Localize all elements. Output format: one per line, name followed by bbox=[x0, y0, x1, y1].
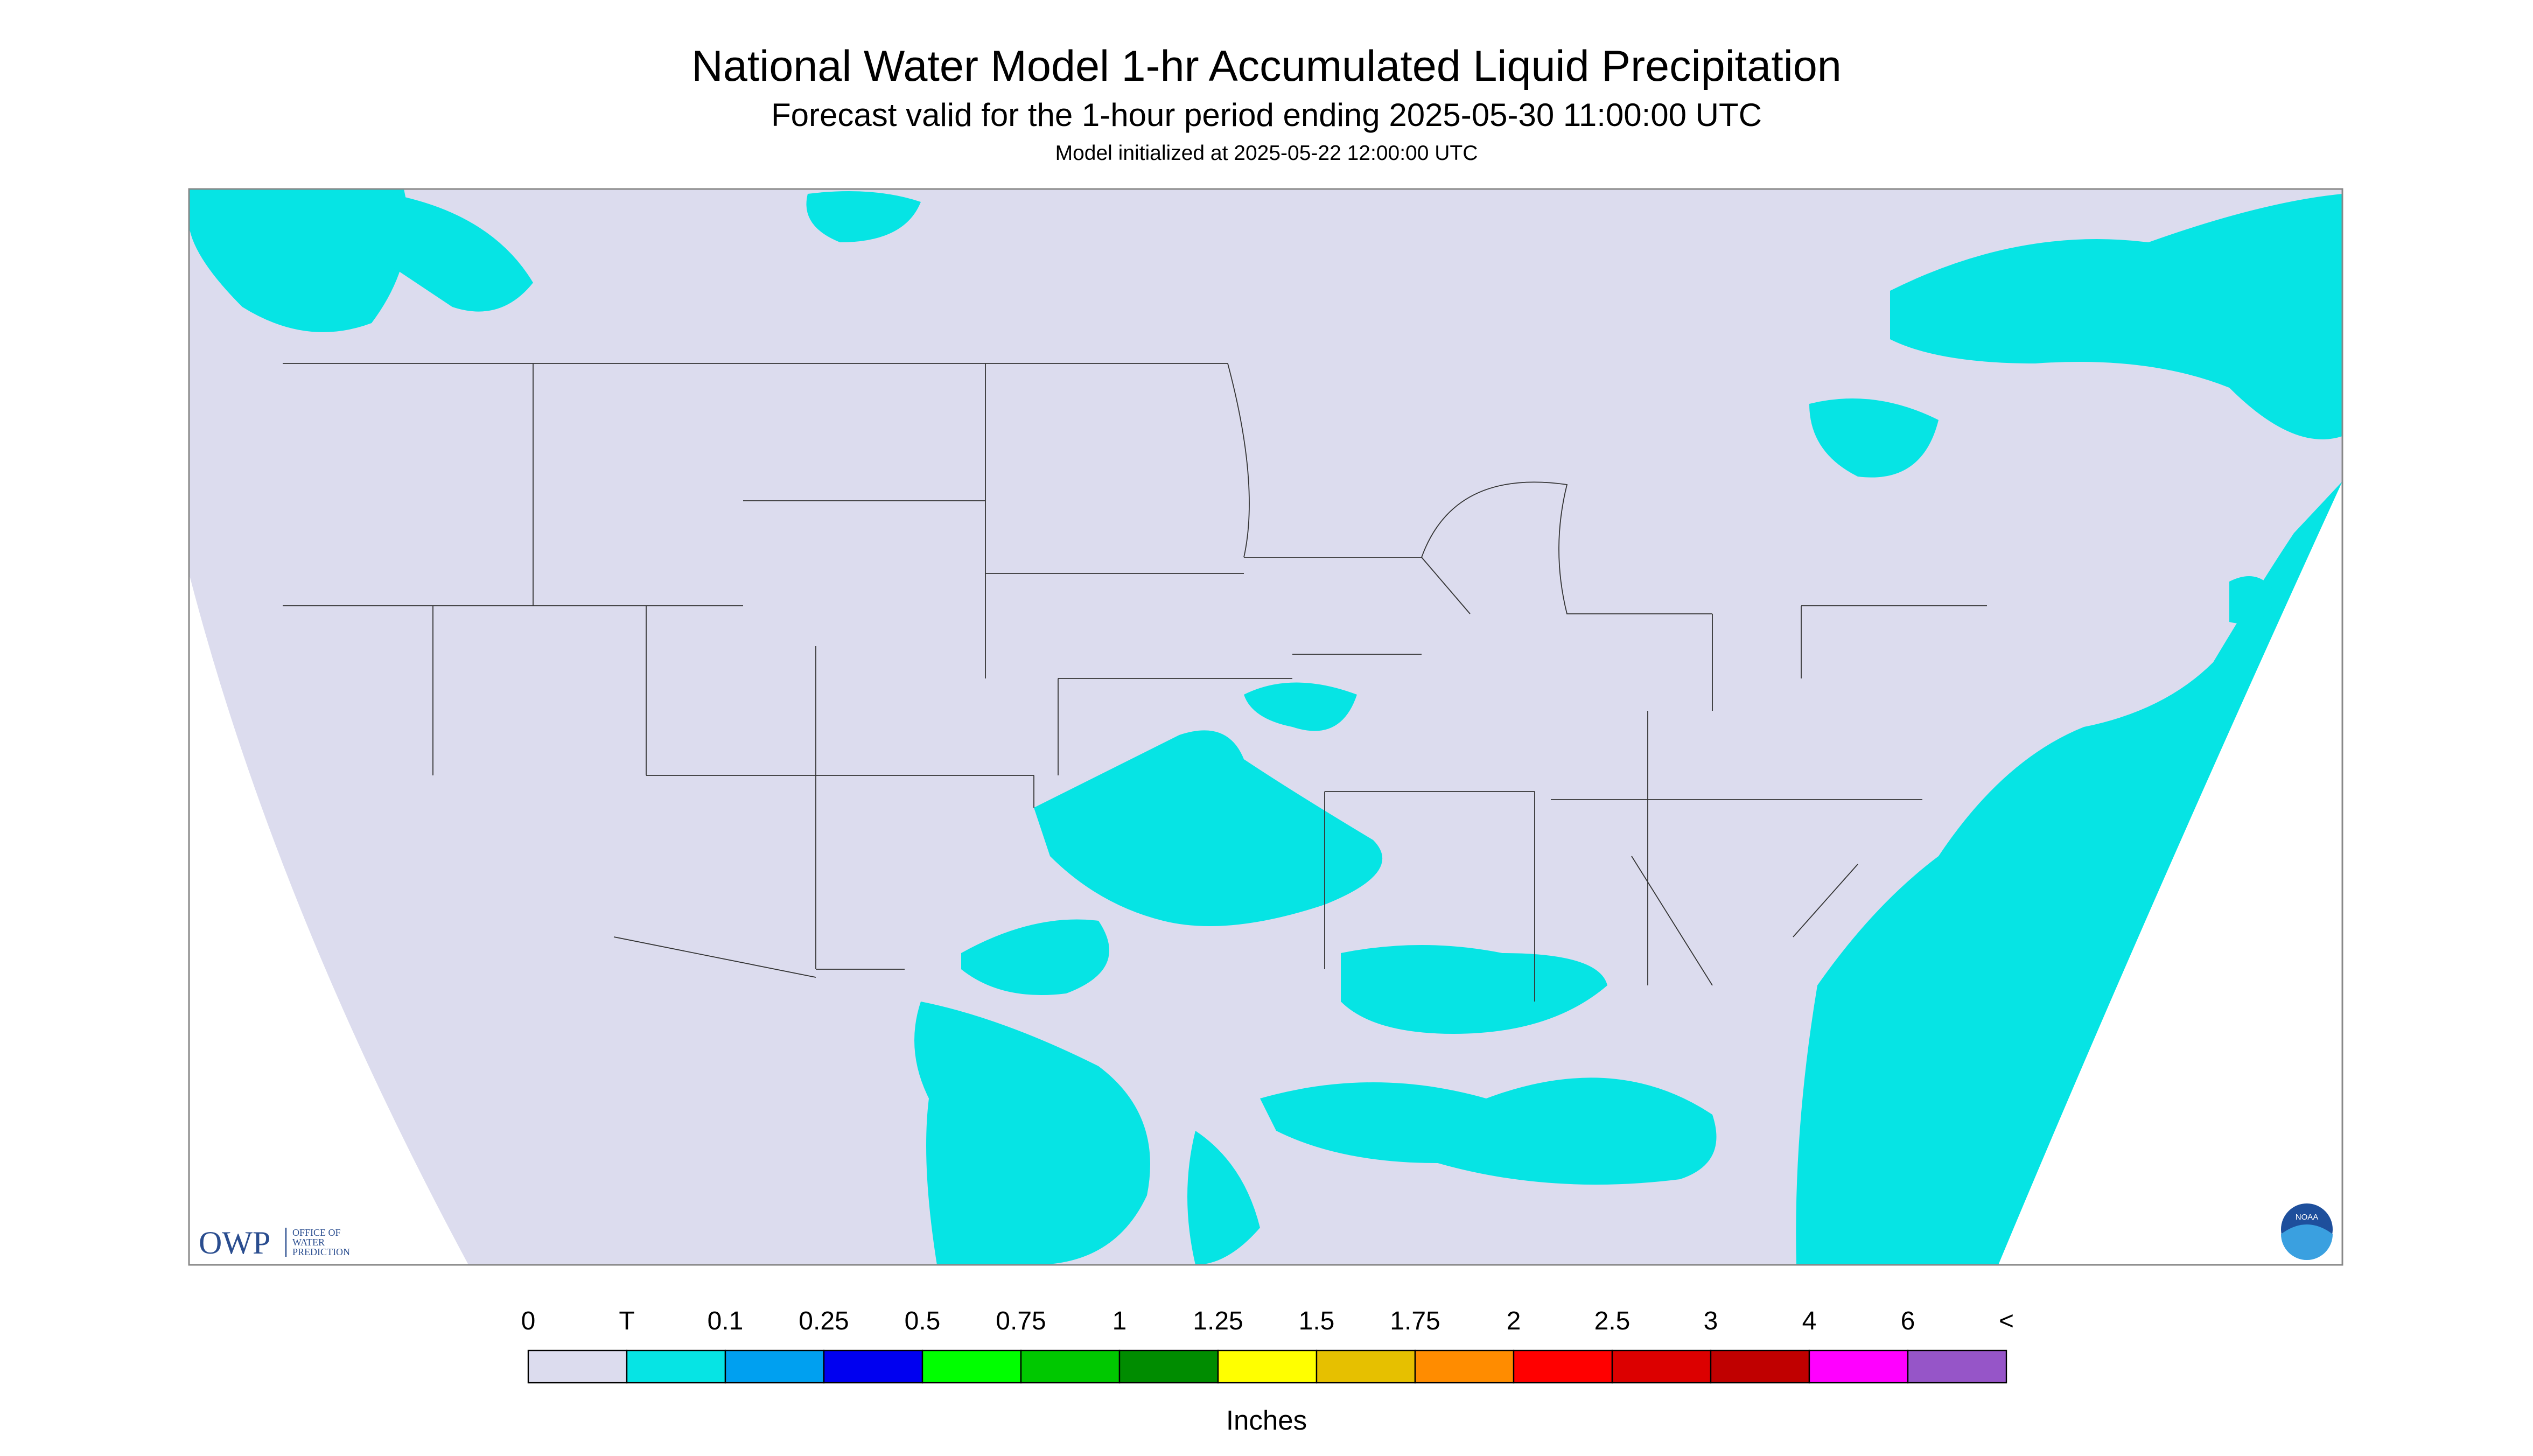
legend-label: 0.25 bbox=[799, 1307, 849, 1335]
legend-swatch bbox=[724, 1349, 825, 1384]
init-time: Model initialized at 2025-05-22 12:00:00… bbox=[1055, 142, 1478, 165]
legend-label: 0 bbox=[521, 1307, 536, 1335]
legend-swatch bbox=[1513, 1349, 1613, 1384]
legend-label: 2 bbox=[1507, 1307, 1521, 1335]
legend-label: 3 bbox=[1704, 1307, 1718, 1335]
owp-logo: OWP bbox=[199, 1225, 270, 1261]
legend-swatch bbox=[1611, 1349, 1712, 1384]
map: OWP OFFICE OF WATER PREDICTION NOAA bbox=[188, 188, 2343, 1266]
legend-label: 1.25 bbox=[1193, 1307, 1243, 1335]
map-frame bbox=[188, 188, 2343, 1266]
legend-swatch bbox=[1414, 1349, 1515, 1384]
legend-swatch bbox=[921, 1349, 1022, 1384]
legend-label: T bbox=[619, 1307, 634, 1335]
legend-label: 0.1 bbox=[708, 1307, 744, 1335]
noaa-wave bbox=[2281, 1224, 2333, 1261]
owp-line2: WATER bbox=[292, 1237, 325, 1248]
legend-label: 1.75 bbox=[1390, 1307, 1440, 1335]
noaa-text: NOAA bbox=[2296, 1213, 2319, 1222]
owp-line1: OFFICE OF bbox=[292, 1227, 341, 1238]
legend: 0 T 0.1 0.25 0.5 0.75 1 1.25 1.5 1.75 2 2.5 3 4 6 < bbox=[521, 1307, 2014, 1384]
legend-swatch bbox=[1808, 1349, 1909, 1384]
legend-unit: Inches bbox=[1226, 1405, 1307, 1436]
legend-label: 4 bbox=[1802, 1307, 1817, 1335]
legend-swatch bbox=[1710, 1349, 1810, 1384]
owp-line3: PREDICTION bbox=[292, 1247, 350, 1257]
legend-label: 0.75 bbox=[996, 1307, 1046, 1335]
legend-swatch bbox=[1316, 1349, 1416, 1384]
legend-label: 2.5 bbox=[1594, 1307, 1631, 1335]
legend-swatch bbox=[1907, 1349, 2007, 1384]
legend-swatch bbox=[1217, 1349, 1318, 1384]
legend-swatch bbox=[1118, 1349, 1219, 1384]
legend-label: < bbox=[1999, 1307, 2014, 1335]
legend-swatch bbox=[823, 1349, 923, 1384]
legend-swatch bbox=[1020, 1349, 1121, 1384]
domain bbox=[189, 189, 2342, 1265]
legend-label: 6 bbox=[1901, 1307, 1915, 1335]
subtitle: Forecast valid for the 1-hour period end… bbox=[771, 97, 1762, 133]
state-boundaries bbox=[283, 363, 1987, 1002]
title: National Water Model 1-hr Accumulated Li… bbox=[691, 42, 1842, 90]
precip-areas bbox=[189, 189, 2342, 1265]
legend-label: 1 bbox=[1112, 1307, 1127, 1335]
legend-swatch bbox=[527, 1349, 628, 1384]
legend-label: 0.5 bbox=[905, 1307, 941, 1335]
legend-swatch bbox=[626, 1349, 726, 1384]
legend-label: 1.5 bbox=[1299, 1307, 1335, 1335]
